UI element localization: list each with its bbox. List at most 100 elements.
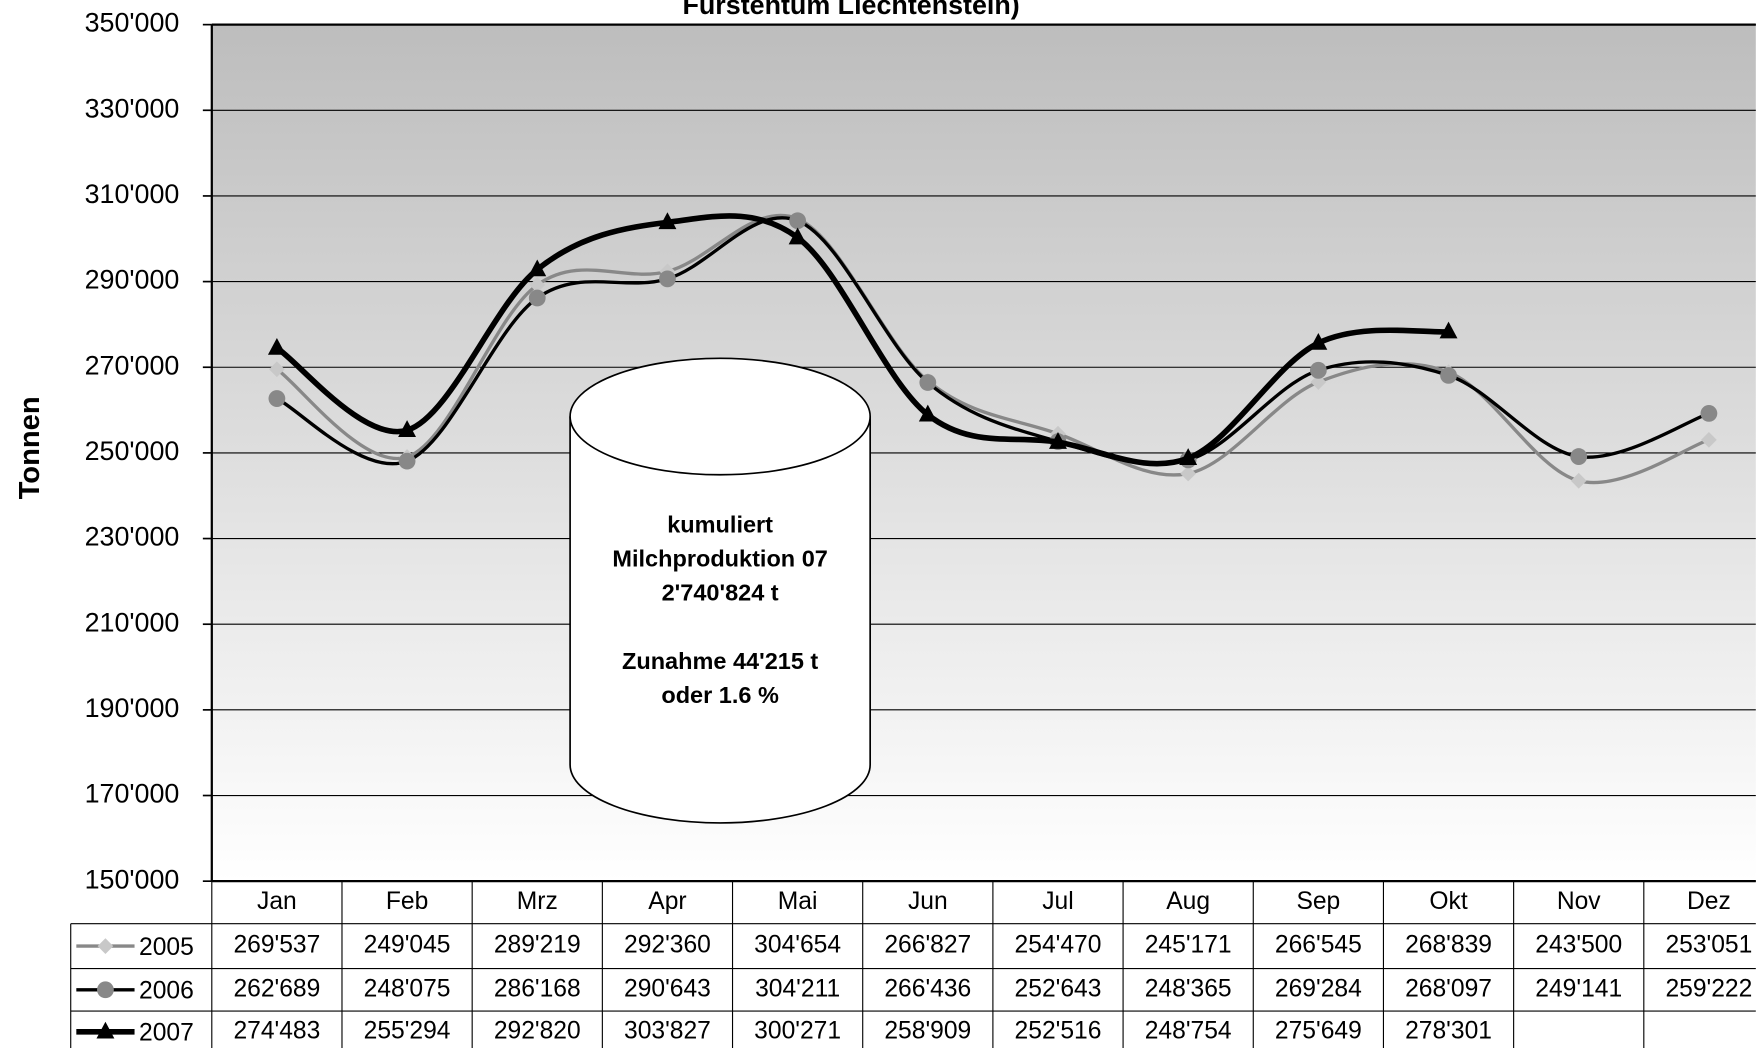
x-tick-label: Mrz	[517, 888, 558, 915]
point	[658, 212, 677, 230]
annotation-text: kumuliert	[667, 511, 773, 537]
table-cell: 243'500	[1535, 932, 1622, 959]
point	[398, 452, 416, 470]
point	[1439, 321, 1458, 339]
table-cell: 304'654	[754, 932, 841, 959]
series-line	[275, 213, 1710, 485]
legend-label: 2007	[139, 1020, 194, 1047]
table-cell: 259'222	[1665, 975, 1752, 1002]
table-cell: 266'545	[1275, 932, 1362, 959]
annotation-text: 2'740'824 t	[662, 580, 779, 606]
x-tick-label: Jan	[257, 888, 297, 915]
y-tick-label: 210'000	[85, 607, 180, 637]
table-cell: 278'301	[1405, 1017, 1492, 1044]
series-line	[275, 213, 1449, 467]
annotation-text: oder 1.6 %	[661, 682, 779, 708]
x-tick-label: Mai	[778, 888, 818, 915]
y-tick-label: 190'000	[85, 693, 180, 723]
x-tick-label: Jul	[1042, 888, 1073, 915]
legend-marker	[97, 981, 114, 999]
table-cell: 268'097	[1405, 975, 1492, 1002]
table-cell: 248'075	[364, 975, 451, 1002]
table-cell: 262'689	[233, 975, 320, 1002]
table-cell: 268'839	[1405, 932, 1492, 959]
table-cell: 254'470	[1015, 932, 1102, 959]
x-tick-label: Nov	[1557, 888, 1601, 915]
series-lines	[267, 210, 1718, 489]
table-cell: 258'909	[884, 1017, 971, 1044]
point	[529, 277, 546, 293]
table-cell: 266'436	[884, 975, 971, 1002]
point	[1440, 367, 1457, 384]
point	[1309, 361, 1327, 379]
table-cell: 292'820	[494, 1017, 581, 1044]
point	[1309, 332, 1328, 350]
point	[1700, 405, 1718, 422]
annotation-text: Zunahme 44'215 t	[622, 648, 818, 674]
x-tick-label: Dez	[1687, 888, 1731, 915]
grid: 150'000 170'000 190'000 210'000 230'000 250'0…	[85, 8, 1756, 894]
annotation-text: Milchproduktion 07	[612, 546, 827, 572]
table-cell: 269'284	[1275, 975, 1362, 1002]
x-tick-label: Aug	[1166, 888, 1210, 915]
table-cell: 269'537	[233, 932, 320, 959]
y-tick-label: 250'000	[85, 436, 180, 466]
y-axis-label: Tonnen	[14, 396, 46, 499]
table-cell: 275'649	[1275, 1017, 1362, 1044]
table-cell: 252'643	[1015, 975, 1102, 1002]
point	[398, 420, 417, 437]
point	[528, 289, 546, 307]
point	[918, 404, 937, 422]
y-tick-label: 150'000	[85, 864, 180, 894]
y-tick-label: 330'000	[85, 93, 180, 123]
x-tick-label: Sep	[1296, 888, 1340, 915]
y-tick-label: 350'000	[85, 8, 180, 38]
y-tick-label: 310'000	[85, 179, 180, 209]
table-cell: 253'051	[1665, 932, 1752, 959]
point	[528, 259, 547, 277]
legend-marker	[97, 938, 114, 954]
table-cell: 290'643	[624, 975, 711, 1002]
legend-marker	[96, 1021, 115, 1039]
table-cell: 289'219	[494, 932, 581, 959]
y-tick-label: 270'000	[85, 350, 180, 380]
point	[919, 374, 937, 391]
x-tick-label: Okt	[1429, 888, 1467, 915]
point	[789, 212, 807, 230]
table-cell: 300'271	[754, 1017, 841, 1044]
table-cell: 286'168	[494, 975, 581, 1002]
table-cell: 292'360	[624, 932, 711, 959]
table-cell: 252'516	[1015, 1017, 1102, 1044]
x-tick-label: Feb	[386, 888, 428, 915]
point	[1179, 448, 1198, 465]
point	[1701, 431, 1717, 448]
point	[267, 337, 286, 355]
table-cell: 248'754	[1145, 1017, 1232, 1044]
point	[1570, 448, 1588, 465]
x-tick-label: Jun	[908, 888, 948, 915]
x-tick-label: Apr	[648, 888, 686, 915]
point	[659, 270, 676, 288]
y-tick-label: 230'000	[85, 522, 180, 552]
annotation-cylinder: kumuliert Milchproduktion 07 2'740'824 t Zu…	[569, 357, 872, 824]
point	[788, 227, 807, 245]
legend-label: 2005	[139, 934, 194, 961]
table-cell: 249'045	[364, 932, 451, 959]
table-cell: 249'141	[1535, 975, 1622, 1002]
table-cell: 304'211	[755, 975, 840, 1002]
table-cell: 245'171	[1145, 932, 1232, 959]
table-cell: 266'827	[884, 932, 971, 959]
table-cell: 255'294	[364, 1017, 451, 1044]
table-cell: 248'365	[1145, 975, 1232, 1002]
y-tick-label: 290'000	[85, 265, 180, 295]
legend-label: 2006	[139, 978, 194, 1005]
series-line	[276, 216, 1710, 466]
table-cell: 274'483	[233, 1017, 320, 1044]
table-cell: 303'827	[624, 1017, 711, 1044]
point	[1049, 432, 1067, 449]
chart-title: Fürstentum Liechtenstein)	[682, 0, 1019, 20]
data-table: Jan Feb Mrz Apr Mai Jun Jul Aug Sep Okt Nov Dez 2005…	[70, 880, 1756, 1048]
y-tick-label: 170'000	[85, 779, 180, 809]
point	[268, 390, 286, 407]
